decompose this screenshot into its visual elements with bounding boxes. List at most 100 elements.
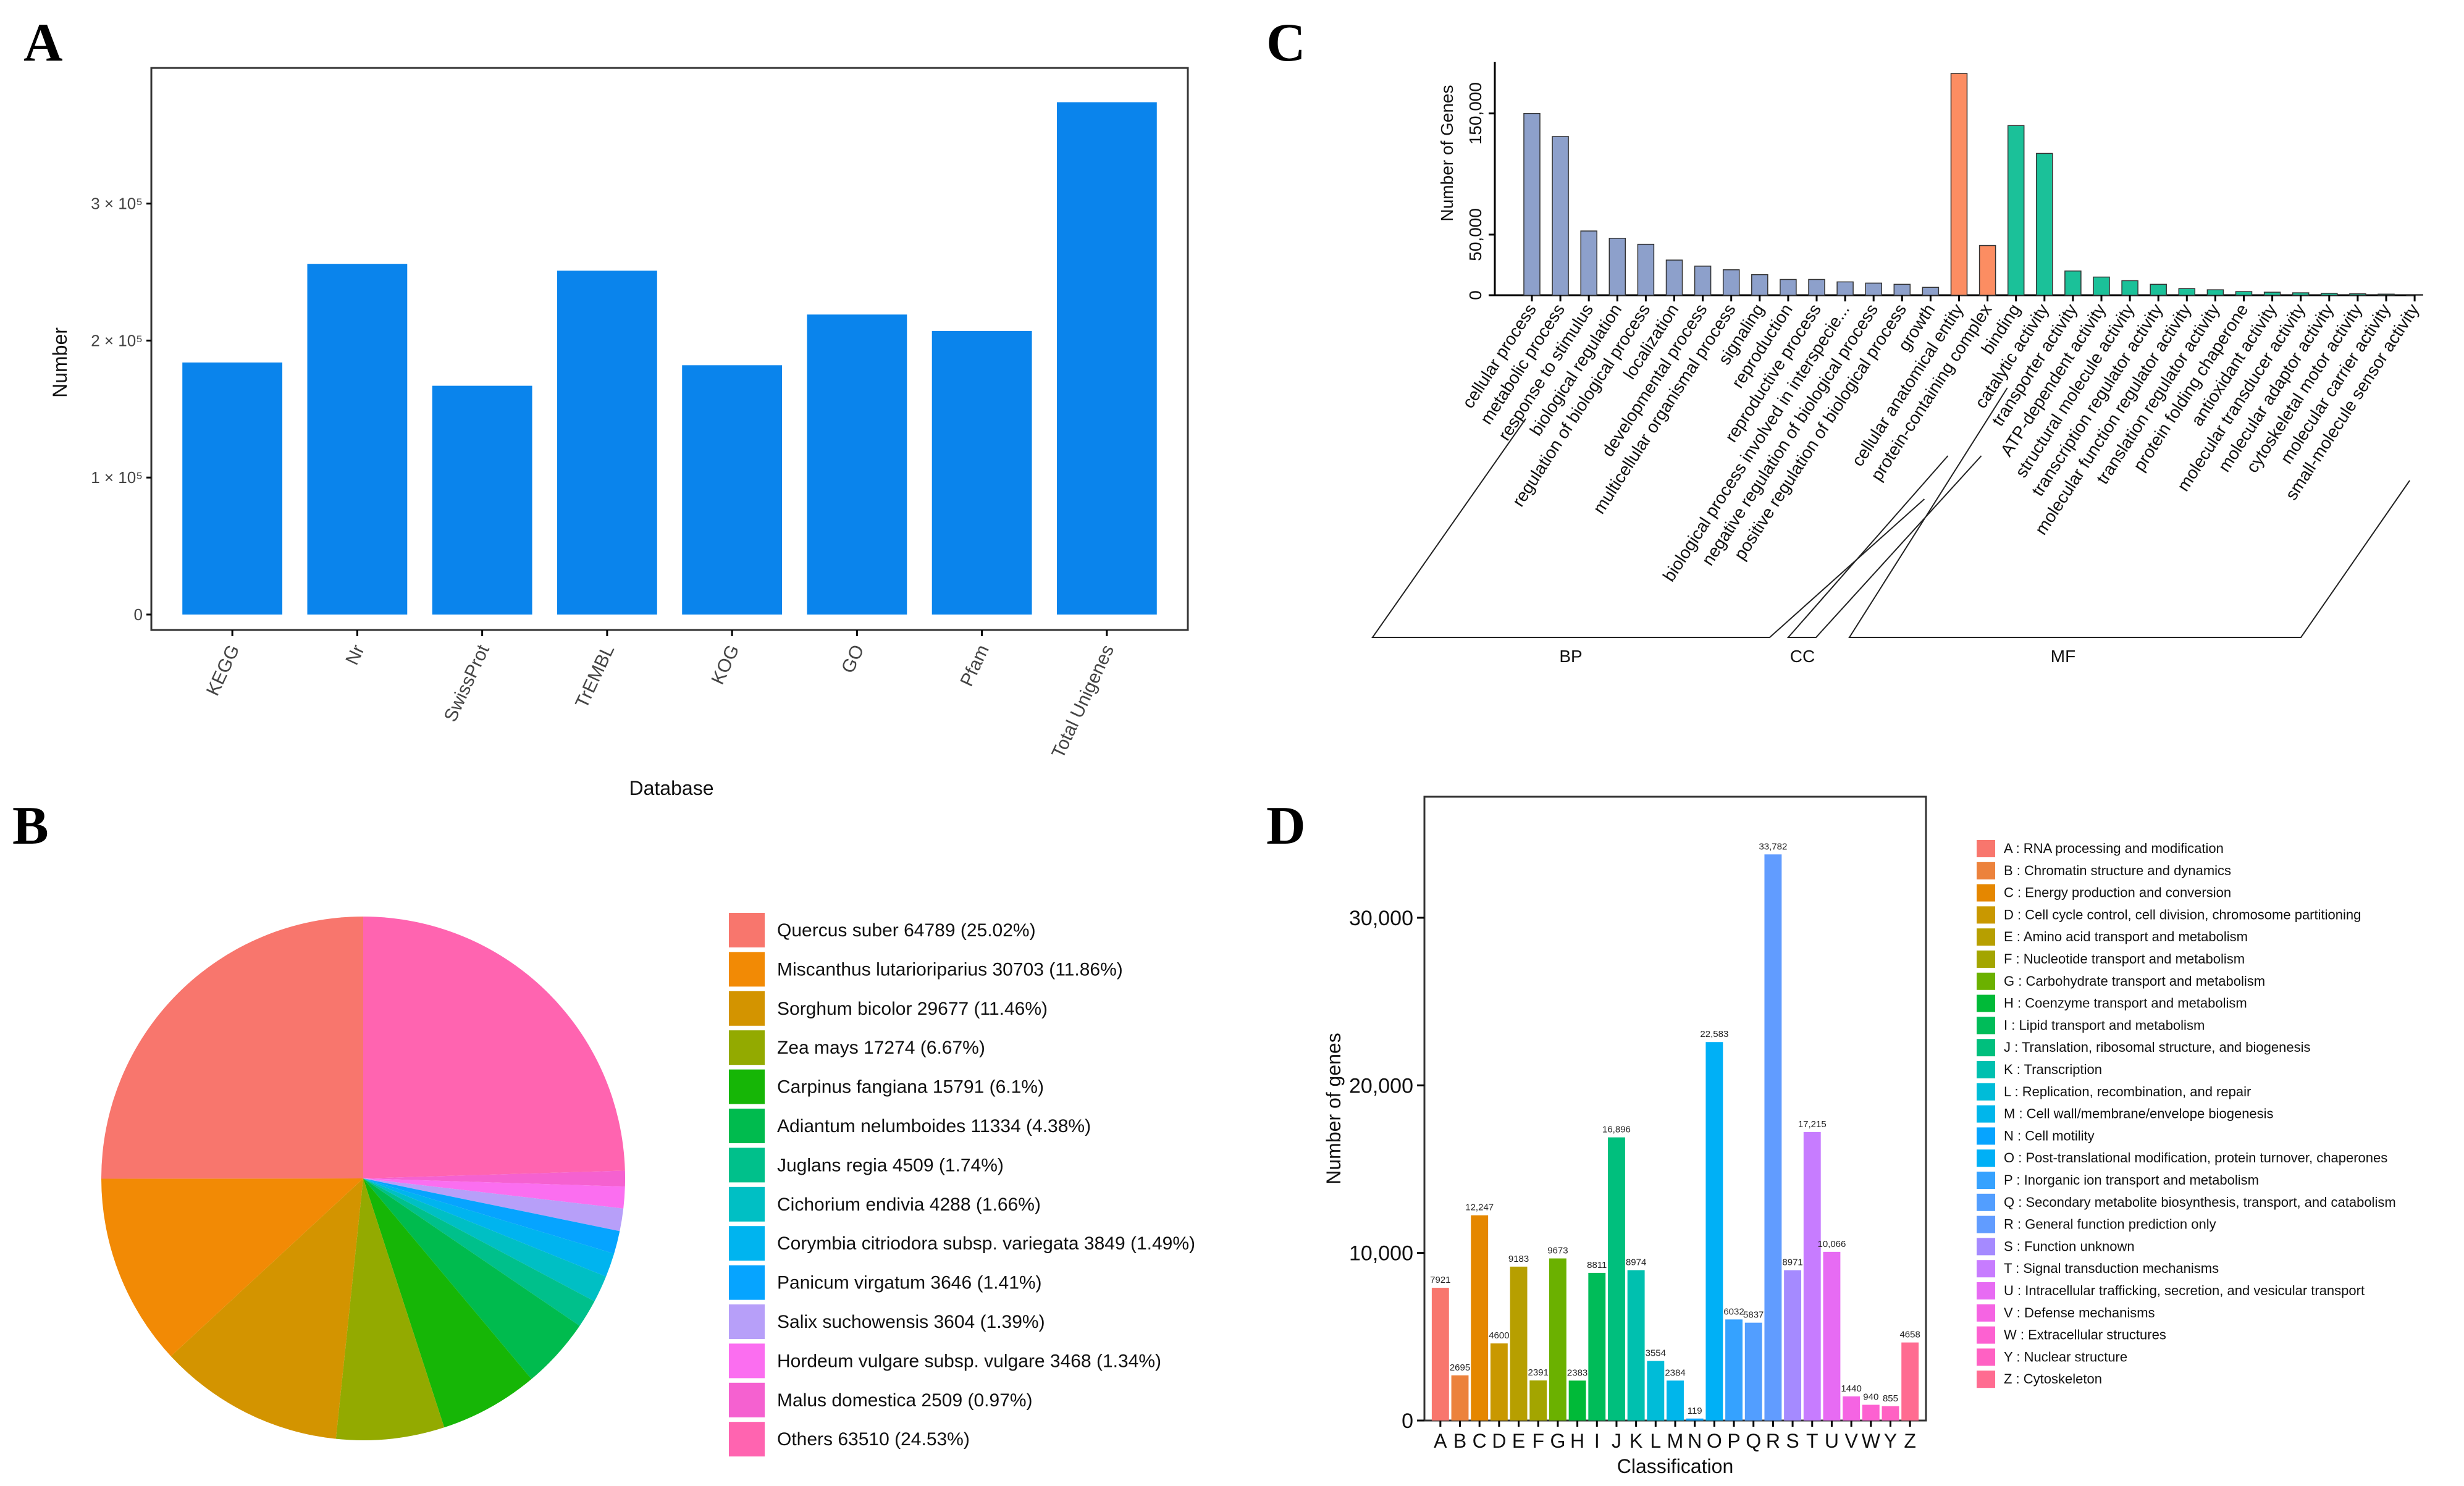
- panel-d-bar: [1784, 1270, 1802, 1421]
- panel-d-legend-swatch: [1977, 994, 1995, 1012]
- panel-a-ytick-label: 0: [134, 605, 143, 624]
- panel-b-pie-slice: [363, 1170, 625, 1187]
- panel-b-legend-swatch: [729, 1304, 765, 1339]
- panel-c-group-bracket-cc: [1786, 455, 1982, 638]
- panel-d-data-label: 33,782: [1759, 841, 1787, 852]
- panel-d-data-label: 4658: [1899, 1330, 1920, 1340]
- panel-d-legend-label: R : General function prediction only: [2004, 1217, 2216, 1232]
- panel-d-xtick-label: G: [1550, 1430, 1565, 1452]
- panel-b-pie-slice: [335, 1178, 445, 1440]
- panel-d-xtick-label: C: [1473, 1430, 1487, 1452]
- panel-d-legend-label: K : Transcription: [2004, 1062, 2102, 1077]
- panel-c-bar: [2036, 153, 2053, 296]
- panel-d-legend-swatch: [1977, 928, 1995, 946]
- panel-d-legend-swatch: [1977, 1083, 1995, 1101]
- panel-d-legend-label: Z : Cytoskeleton: [2004, 1371, 2102, 1387]
- panel-c-bar: [2235, 291, 2253, 296]
- panel-c-group-bracket-mf: [1848, 387, 2410, 638]
- panel-d-plot-frame: [1423, 795, 1927, 1422]
- panel-d-bar: [1647, 1361, 1665, 1421]
- panel-b-legend-swatch: [729, 991, 765, 1026]
- panel-b-legend-label: Hordeum vulgare subsp. vulgare 3468 (1.3…: [777, 1351, 1161, 1371]
- panel-d-legend-label: F : Nucleotide transport and metabolism: [2004, 951, 2245, 967]
- panel-d-bar: [1843, 1396, 1861, 1421]
- panel-d-legend-label: Y : Nuclear structure: [2004, 1349, 2127, 1364]
- panel-d-bar: [1451, 1375, 1469, 1421]
- panel-d-data-label: 940: [1863, 1392, 1878, 1402]
- panel-c-bar: [2349, 293, 2366, 296]
- panel-a-letter: A: [23, 13, 63, 73]
- panel-d-bar: [1823, 1251, 1841, 1421]
- panel-d-xtick-label: S: [1786, 1430, 1799, 1452]
- panel-d-bar: [1901, 1342, 1919, 1421]
- panel-d-legend-swatch: [1977, 1304, 1995, 1322]
- panel-d-legend-swatch: [1977, 1238, 1995, 1256]
- panel-d-bar: [1686, 1418, 1704, 1421]
- panel-c-bar: [1552, 136, 1569, 296]
- panel-d-legend-swatch: [1977, 1105, 1995, 1123]
- panel-b-pie-slice: [101, 917, 363, 1179]
- panel-d-xtick-label: A: [1434, 1430, 1447, 1452]
- panel-d-xtick-label: Z: [1904, 1430, 1916, 1452]
- panel-a-plot-frame: [150, 67, 1189, 631]
- panel-c-bar: [1722, 269, 1740, 296]
- panel-d-legend-swatch: [1977, 1282, 1995, 1299]
- panel-b-legend-swatch: [729, 913, 765, 947]
- panel-b-legend-label: Zea mays 17274 (6.67%): [777, 1038, 985, 1058]
- panel-d-legend-label: M : Cell wall/membrane/envelope biogenes…: [2004, 1106, 2274, 1122]
- panel-d-xtick-label: D: [1492, 1430, 1506, 1452]
- panel-d-bar: [1431, 1288, 1449, 1421]
- panel-d-legend-label: A : RNA processing and modification: [2004, 841, 2224, 856]
- panel-c-bar: [2121, 280, 2138, 296]
- panel-d-data-label: 119: [1688, 1406, 1702, 1416]
- panel-d-legend-label: C : Energy production and conversion: [2004, 885, 2231, 900]
- panel-a-ytick-label: 1 × 10⁵: [91, 468, 143, 487]
- panel-c-bar: [1978, 245, 1996, 296]
- panel-c-bar: [1808, 279, 1825, 296]
- panel-d-legend-swatch: [1977, 1193, 1995, 1211]
- panel-c-bar: [1580, 230, 1597, 296]
- panel-d-legend-label: B : Chromatin structure and dynamics: [2004, 863, 2231, 878]
- panel-c-bar: [2292, 292, 2310, 296]
- panel-d-data-label: 8971: [1782, 1257, 1802, 1268]
- panel-c-ytick-label: 150,000: [1466, 82, 1485, 145]
- panel-b-legend-swatch: [729, 1343, 765, 1379]
- panel-d-xtick-label: N: [1688, 1430, 1702, 1452]
- panel-c-bar: [2178, 288, 2196, 296]
- panel-d-legend-label: Q : Secondary metabolite biosynthesis, t…: [2004, 1194, 2396, 1210]
- panel-b-legend-swatch: [729, 1226, 765, 1261]
- panel-d-xtick-label: Y: [1884, 1430, 1897, 1452]
- panel-d-ylabel: Number of genes: [1322, 1033, 1345, 1184]
- panel-d-data-label: 9673: [1547, 1246, 1568, 1256]
- panel-a-bar-chart: A KEGG Nr SwissProt TrEMBL KOG GO Pfam Total Un…: [23, 13, 1189, 799]
- panel-d-data-label: 4600: [1489, 1330, 1509, 1341]
- panel-d-xtick-label: L: [1650, 1430, 1661, 1452]
- panel-a-xtick-label: KEGG: [203, 642, 244, 699]
- panel-b-pie-slice: [363, 1178, 595, 1326]
- panel-b-legend-label: Corymbia citriodora subsp. variegata 384…: [777, 1233, 1195, 1254]
- panel-c-bar: [1950, 73, 1968, 296]
- panel-d-ytick-label: 30,000: [1349, 907, 1413, 930]
- panel-d-legend-swatch: [1977, 1172, 1995, 1189]
- panel-b-legend-label: Cichorium endivia 4288 (1.66%): [777, 1194, 1041, 1215]
- panel-d-bar: [1549, 1258, 1566, 1421]
- panel-a-xtick-label: SwissProt: [440, 641, 494, 724]
- panel-a-bar: [807, 314, 907, 615]
- panel-d-data-label: 10,066: [1817, 1239, 1846, 1249]
- panel-d-data-label: 9183: [1508, 1254, 1529, 1264]
- panel-a-bar: [931, 330, 1032, 615]
- panel-c-group-label-mf: MF: [2051, 647, 2075, 666]
- panel-a-xtick-label: GO: [838, 642, 868, 676]
- panel-b-legend-label: Juglans regia 4509 (1.74%): [777, 1155, 1004, 1175]
- panel-a-xlabel: Database: [629, 777, 714, 799]
- panel-b-legend-swatch: [729, 1148, 765, 1183]
- panel-b-legend-label: Miscanthus lutarioriparius 30703 (11.86%…: [777, 959, 1123, 980]
- panel-d-xtick-label: H: [1570, 1430, 1584, 1452]
- panel-a-xtick-label: Pfam: [956, 642, 993, 689]
- panel-a-bar: [307, 264, 408, 615]
- panel-b-legend-swatch: [729, 952, 765, 987]
- panel-d-legend-swatch: [1977, 884, 1995, 902]
- panel-d-legend-swatch: [1977, 1348, 1995, 1366]
- panel-c-bar: [1922, 287, 1940, 296]
- panel-d-data-label: 8811: [1587, 1260, 1607, 1270]
